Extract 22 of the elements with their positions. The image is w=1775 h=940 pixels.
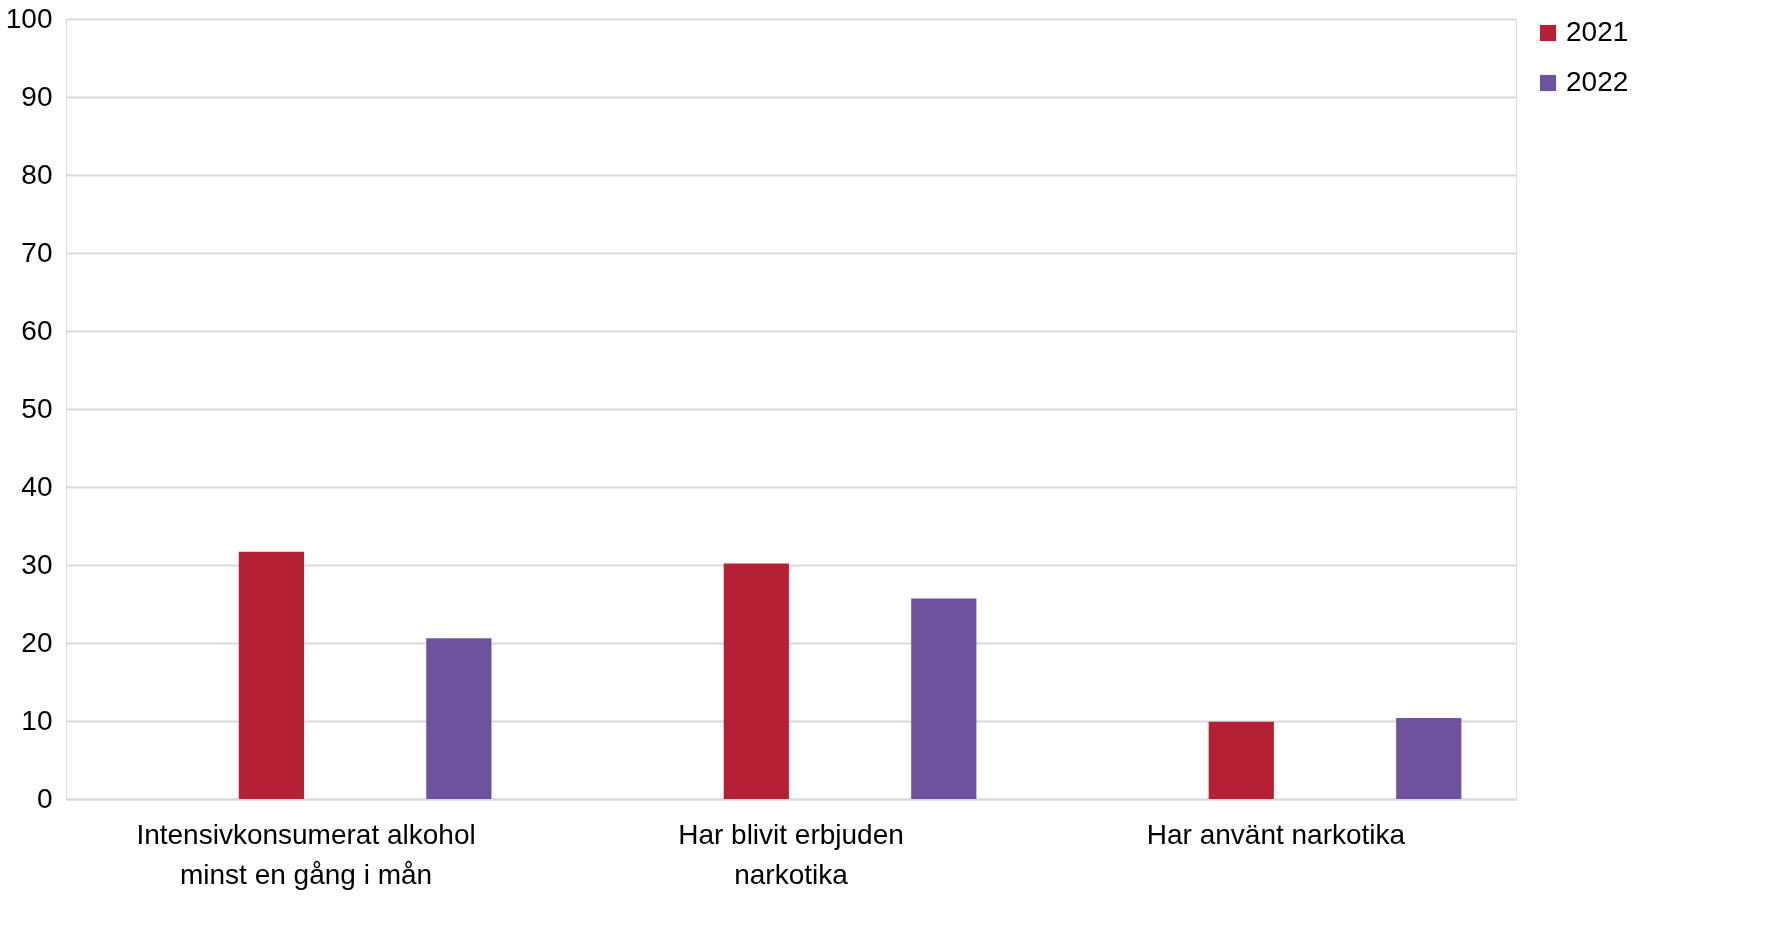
legend-label: 2021 — [1566, 16, 1629, 47]
y-tick-label: 80 — [21, 158, 53, 190]
y-tick-label: 60 — [21, 314, 53, 346]
bar — [1208, 721, 1274, 799]
y-tick-label: 20 — [21, 626, 53, 658]
y-tick-label: 0 — [36, 782, 53, 814]
y-tick-label: 40 — [21, 470, 53, 502]
y-tick-label: 100 — [5, 2, 53, 34]
y-tick-label: 90 — [21, 80, 53, 112]
y-tick-label: 10 — [21, 704, 53, 736]
legend-label: 2022 — [1566, 66, 1629, 97]
x-tick-label: Intensivkonsumerat alkohol minst en gång i mån — [136, 818, 476, 890]
bar — [1396, 717, 1462, 799]
y-tick-label: 70 — [21, 236, 53, 268]
bar — [238, 551, 304, 799]
bar — [911, 598, 977, 799]
x-tick-label: Har använt narkotika — [1146, 818, 1406, 850]
y-tick-label: 30 — [21, 548, 53, 580]
bar — [723, 563, 789, 799]
y-tick-label: 50 — [21, 392, 53, 424]
bar — [426, 638, 492, 799]
x-tick-label: Har blivit erbjuden narkotika — [678, 818, 904, 890]
